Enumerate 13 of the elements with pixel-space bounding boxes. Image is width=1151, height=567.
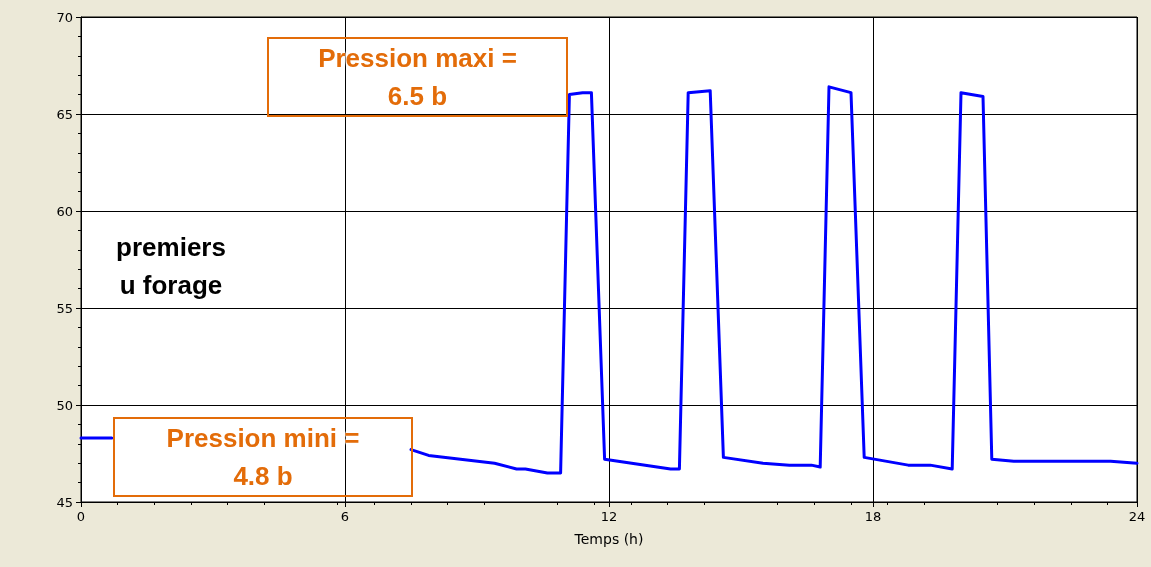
annotation: premiers u forage [115,231,227,302]
x-tick-label: 18 [864,509,882,524]
x-tick-label: 24 [1128,509,1146,524]
y-tick-label: 45 [56,494,73,510]
x-tick-label: 12 [600,509,618,524]
x-axis-title: Temps (h) [573,531,644,547]
y-tick-label: 70 [56,9,73,25]
x-tick-label: 0 [76,509,86,524]
y-tick-label: 50 [56,397,73,413]
x-tick-label: 6 [340,509,350,524]
y-tick-label: 60 [56,203,73,219]
y-tick-label: 55 [56,300,73,316]
y-tick-label: 65 [56,106,73,122]
